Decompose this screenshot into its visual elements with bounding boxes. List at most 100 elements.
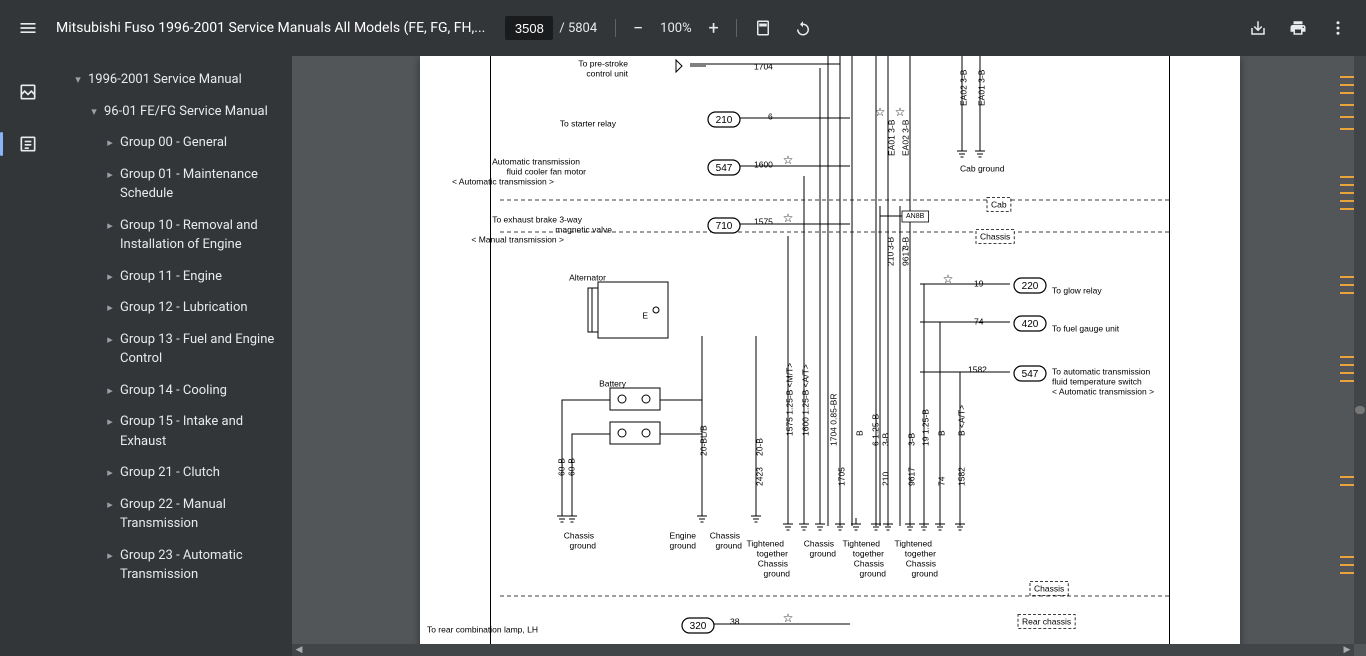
svg-text:☆: ☆: [875, 105, 886, 119]
svg-text:Alternator: Alternator: [569, 273, 606, 283]
svg-text:1575 1.25-B <M/T>: 1575 1.25-B <M/T>: [785, 363, 795, 436]
scroll-left-arrow[interactable]: ◀: [292, 644, 306, 656]
more-icon[interactable]: [1318, 8, 1358, 48]
page-total: / 5804: [559, 21, 597, 36]
svg-text:1600: 1600: [754, 160, 773, 170]
page-thumb-strip: [1338, 56, 1354, 644]
svg-text:control unit: control unit: [586, 69, 628, 79]
chevron-down-icon[interactable]: ▾: [68, 70, 88, 89]
outline-icon[interactable]: [8, 124, 48, 164]
svg-text:☆: ☆: [943, 272, 954, 286]
svg-text:Chassis: Chassis: [1034, 584, 1064, 594]
svg-text:To fuel gauge unit: To fuel gauge unit: [1052, 324, 1120, 334]
scrollbar-thumb[interactable]: [1355, 406, 1365, 414]
outline-label: Group 22 - Manual Transmission: [120, 495, 280, 534]
outline-item[interactable]: ▾96-01 FE/FG Service Manual: [56, 96, 288, 128]
zoom-out-button[interactable]: −: [622, 12, 654, 44]
outline-label: Group 23 - Automatic Transmission: [120, 546, 280, 585]
svg-text:< Automatic transmission >: < Automatic transmission >: [1052, 387, 1154, 397]
outline-item[interactable]: ▸Group 22 - Manual Transmission: [56, 489, 288, 540]
svg-text:EA01 3-B: EA01 3-B: [977, 69, 987, 106]
outline-item[interactable]: ▸Group 21 - Clutch: [56, 457, 288, 489]
svg-text:1704 0.85-BR: 1704 0.85-BR: [829, 394, 839, 446]
outline-item[interactable]: ▸Group 10 - Removal and Installation of …: [56, 210, 288, 261]
scroll-track[interactable]: [306, 644, 1340, 656]
svg-text:1704: 1704: [754, 62, 773, 72]
svg-text:☆: ☆: [895, 105, 906, 119]
svg-text:Chassis: Chassis: [710, 531, 740, 541]
svg-text:74: 74: [974, 317, 984, 327]
chevron-right-icon[interactable]: ▸: [100, 216, 120, 235]
chevron-right-icon[interactable]: ▸: [100, 381, 120, 400]
svg-text:AN8B: AN8B: [906, 213, 925, 220]
download-icon[interactable]: [1238, 8, 1278, 48]
svg-text:EA01 3-B: EA01 3-B: [887, 119, 897, 156]
svg-text:Rear chassis: Rear chassis: [1022, 617, 1071, 627]
svg-text:420: 420: [1022, 319, 1039, 330]
svg-text:2423: 2423: [755, 467, 765, 486]
chevron-right-icon[interactable]: ▸: [100, 165, 120, 184]
svg-text:Chassis: Chassis: [758, 559, 788, 569]
menu-icon[interactable]: [8, 8, 48, 48]
outline-item[interactable]: ▾1996-2001 Service Manual: [56, 64, 288, 96]
thumbnails-icon[interactable]: [8, 72, 48, 112]
outline-label: Group 13 - Fuel and Engine Control: [120, 330, 280, 369]
horizontal-scrollbar[interactable]: ◀ ▶: [292, 644, 1354, 656]
rotate-icon[interactable]: [783, 8, 823, 48]
outline-item[interactable]: ▸Group 12 - Lubrication: [56, 292, 288, 324]
svg-text:To glow relay: To glow relay: [1052, 286, 1102, 296]
fit-page-icon[interactable]: [743, 8, 783, 48]
zoom-level: 100%: [660, 21, 691, 36]
outline-item[interactable]: ▸Group 14 - Cooling: [56, 375, 288, 407]
chevron-right-icon[interactable]: ▸: [100, 298, 120, 317]
svg-text:ground: ground: [810, 549, 837, 559]
scroll-right-arrow[interactable]: ▶: [1340, 644, 1354, 656]
outline-item[interactable]: ▸Group 13 - Fuel and Engine Control: [56, 324, 288, 375]
svg-text:magnetic valve: magnetic valve: [555, 225, 612, 235]
chevron-right-icon[interactable]: ▸: [100, 495, 120, 514]
svg-text:To rear combination lamp, LH: To rear combination lamp, LH: [427, 625, 538, 635]
outline-item[interactable]: ▸Group 01 - Maintenance Schedule: [56, 159, 288, 210]
chevron-right-icon[interactable]: ▸: [100, 267, 120, 286]
zoom-in-button[interactable]: +: [698, 12, 730, 44]
vertical-scrollbar[interactable]: [1354, 56, 1366, 644]
svg-text:Automatic transmission: Automatic transmission: [492, 157, 580, 167]
svg-text:ground: ground: [670, 541, 697, 551]
chevron-right-icon[interactable]: ▸: [100, 412, 120, 431]
svg-text:9617: 9617: [907, 467, 917, 486]
outline-item[interactable]: ▸Group 15 - Intake and Exhaust: [56, 406, 288, 457]
print-icon[interactable]: [1278, 8, 1318, 48]
document-area[interactable]: 210547710220420547320☆☆☆☆☆☆To pre-stroke…: [292, 56, 1366, 656]
chevron-right-icon[interactable]: ▸: [100, 463, 120, 482]
svg-text:ground: ground: [716, 541, 743, 551]
chevron-right-icon[interactable]: ▸: [100, 133, 120, 152]
svg-text:6: 6: [768, 112, 773, 122]
svg-text:Cab ground: Cab ground: [960, 164, 1005, 174]
svg-text:To pre-stroke: To pre-stroke: [578, 59, 628, 69]
svg-text:fluid temperature switch: fluid temperature switch: [1052, 377, 1142, 387]
svg-text:< Manual transmission >: < Manual transmission >: [471, 235, 564, 245]
svg-text:3-B: 3-B: [881, 432, 891, 446]
svg-text:☆: ☆: [783, 611, 794, 625]
outline-label: Group 15 - Intake and Exhaust: [120, 412, 280, 451]
svg-text:210: 210: [886, 252, 896, 266]
page-number-input[interactable]: [505, 16, 553, 40]
outline-item[interactable]: ▸Group 23 - Automatic Transmission: [56, 540, 288, 591]
chevron-right-icon[interactable]: ▸: [100, 546, 120, 565]
svg-text:Chassis: Chassis: [980, 232, 1010, 242]
wiring-diagram: 210547710220420547320☆☆☆☆☆☆To pre-stroke…: [420, 56, 1240, 656]
outline-label: Group 12 - Lubrication: [120, 298, 280, 318]
svg-text:B: B: [937, 430, 947, 436]
outline-item[interactable]: ▸Group 00 - General: [56, 127, 288, 159]
outline-label: Group 01 - Maintenance Schedule: [120, 165, 280, 204]
svg-text:< Automatic transmission >: < Automatic transmission >: [452, 177, 554, 187]
outline-item[interactable]: ▸Group 11 - Engine: [56, 261, 288, 293]
svg-text:together: together: [853, 549, 884, 559]
svg-text:Tightened: Tightened: [895, 539, 933, 549]
svg-text:Chassis: Chassis: [564, 531, 594, 541]
chevron-down-icon[interactable]: ▾: [84, 102, 104, 121]
chevron-right-icon[interactable]: ▸: [100, 330, 120, 349]
svg-text:210: 210: [881, 472, 891, 486]
svg-text:3-B: 3-B: [886, 236, 896, 250]
outline-label: Group 00 - General: [120, 133, 280, 153]
